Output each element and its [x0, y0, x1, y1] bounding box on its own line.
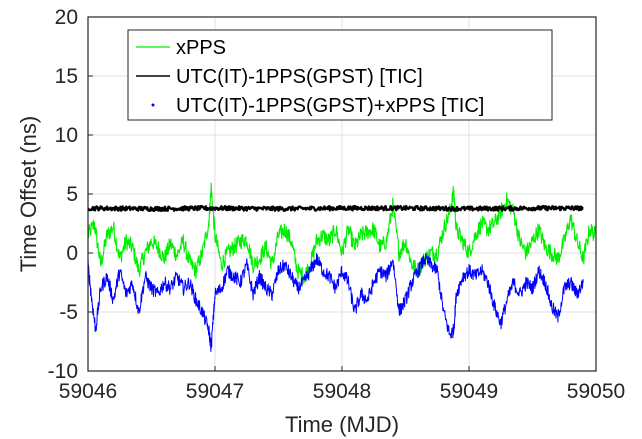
legend-swatch	[151, 103, 155, 107]
y-tick-label: 20	[55, 6, 78, 29]
y-tick-label: 0	[66, 242, 78, 265]
legend-box	[127, 29, 553, 121]
x-tick-label: 59048	[313, 380, 371, 403]
x-axis-label: Time (MJD)	[285, 412, 399, 437]
y-axis-label: Time Offset (ns)	[16, 116, 41, 272]
x-tick-label: 59047	[186, 380, 244, 403]
y-tick-label: -5	[59, 301, 78, 324]
y-tick-label: 15	[55, 65, 78, 88]
y-tick-label: 5	[66, 183, 78, 206]
legend-label: xPPS	[176, 37, 226, 59]
series-line-0	[88, 182, 596, 285]
y-tick-label: -10	[48, 360, 78, 383]
y-tick-label: 10	[55, 124, 78, 147]
x-tick-label: 59046	[59, 380, 117, 403]
x-tick-label: 59049	[440, 380, 498, 403]
legend: xPPS UTC(IT)-1PPS(GPST) [TIC] UTC(IT)-1PPS…	[127, 29, 553, 121]
plot-series	[88, 182, 596, 352]
axis-ticks: 59046 59047 59048 59049 59050 -10 -5 0 5 10 15 20	[48, 6, 626, 403]
legend-label: UTC(IT)-1PPS(GPST)+xPPS [TIC]	[176, 95, 484, 117]
x-tick-label: 59050	[567, 380, 625, 403]
legend-label: UTC(IT)-1PPS(GPST) [TIC]	[176, 66, 423, 88]
series-points-2	[88, 253, 584, 352]
series-line-1	[88, 204, 584, 212]
